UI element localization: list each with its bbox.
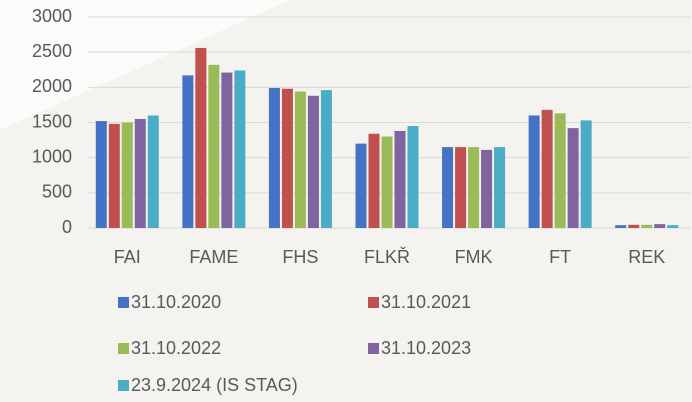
legend-label: 31.10.2020	[131, 292, 221, 312]
y-tick-label: 2500	[32, 41, 72, 61]
legend-swatch	[118, 297, 129, 308]
bar	[567, 128, 579, 228]
bar	[355, 143, 367, 228]
bar	[195, 47, 207, 228]
bar	[528, 115, 540, 228]
bar	[234, 70, 246, 228]
legend-label: 31.10.2023	[381, 338, 471, 358]
y-tick-label: 500	[42, 182, 72, 202]
x-tick-label: FAI	[114, 247, 141, 267]
bar	[615, 225, 627, 228]
bar	[667, 225, 679, 228]
bar	[641, 224, 653, 228]
bar	[381, 136, 393, 228]
legend-swatch	[118, 380, 129, 391]
bar	[182, 75, 194, 228]
legend-swatch	[368, 343, 379, 354]
legend-swatch	[118, 343, 129, 354]
bar	[221, 72, 233, 229]
bar	[628, 224, 640, 228]
legend-label: 31.10.2022	[131, 338, 221, 358]
background-highlight	[0, 0, 290, 130]
legend-swatch	[368, 297, 379, 308]
bar	[494, 147, 506, 228]
bar	[368, 133, 380, 228]
x-tick-label: FAME	[189, 247, 238, 267]
bar	[268, 88, 280, 228]
x-tick-label: REK	[628, 247, 665, 267]
bar	[407, 126, 419, 228]
y-tick-label: 2000	[32, 76, 72, 96]
bar	[394, 130, 406, 228]
bar	[121, 122, 133, 228]
bar	[320, 90, 332, 228]
bar	[554, 113, 566, 228]
bar	[294, 91, 306, 228]
bar	[108, 123, 120, 228]
bar	[455, 147, 467, 228]
x-tick-label: FHS	[282, 247, 318, 267]
bar	[442, 147, 454, 228]
y-tick-label: 3000	[32, 6, 72, 26]
y-tick-label: 1000	[32, 146, 72, 166]
y-tick-label: 0	[62, 217, 72, 237]
bar	[95, 121, 107, 228]
x-tick-label: FLKŘ	[364, 247, 410, 267]
x-tick-label: FT	[549, 247, 571, 267]
bar	[281, 88, 293, 229]
bar	[481, 149, 493, 228]
y-tick-label: 1500	[32, 111, 72, 131]
bar	[134, 118, 146, 228]
x-tick-label: FMK	[455, 247, 493, 267]
bar	[654, 224, 666, 228]
bar	[468, 147, 480, 228]
bar	[541, 109, 553, 228]
legend-label: 31.10.2021	[381, 292, 471, 312]
bar	[307, 95, 319, 228]
bar	[208, 64, 220, 229]
bar	[147, 115, 159, 228]
legend-label: 23.9.2024 (IS STAG)	[131, 375, 298, 395]
bar	[580, 120, 592, 228]
